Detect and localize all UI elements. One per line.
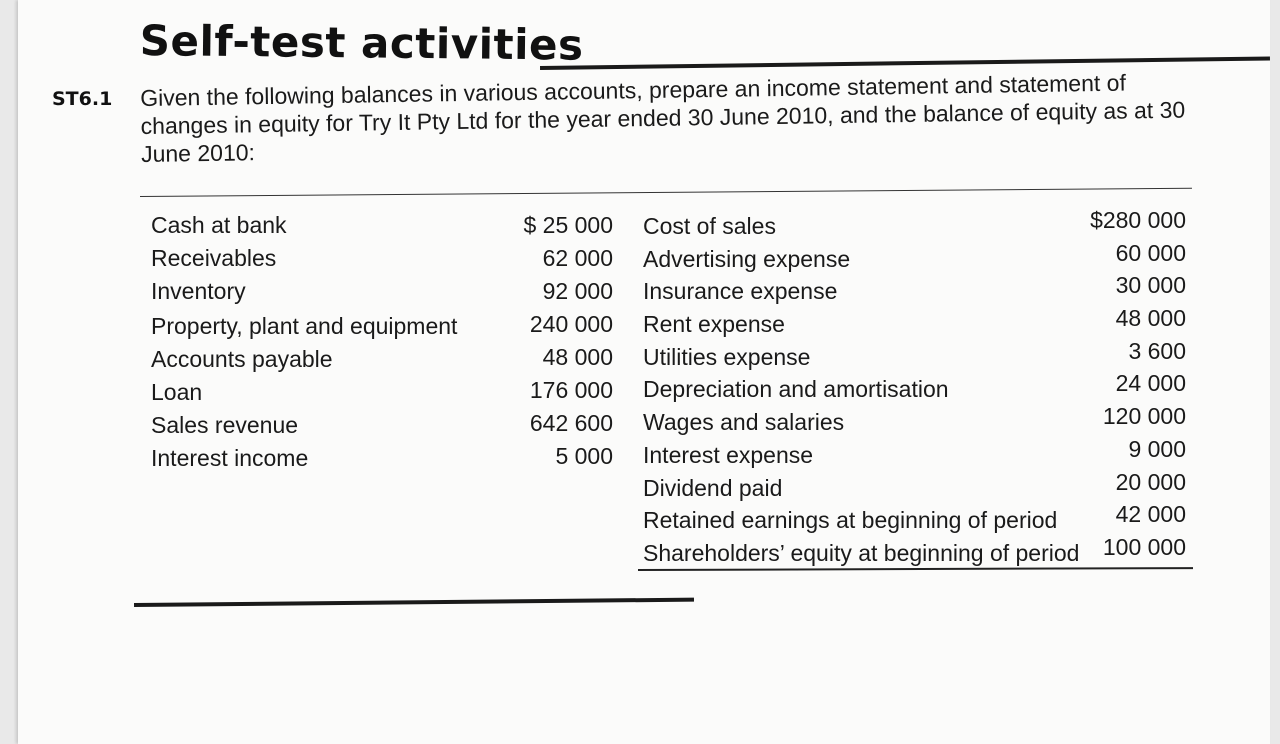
right-account-values: $280 000 60 000 30 000 48 000 3 600 24 0… [1068,204,1186,564]
account-value: 62 000 [542,245,613,271]
account-label: Loan [151,379,203,405]
account-label: Cost of sales [643,213,776,239]
account-value: 120 000 [1102,403,1186,430]
account-value: 92 000 [542,278,613,304]
account-value: 24 000 [1115,370,1186,397]
account-label: Sales revenue [151,412,299,438]
account-value: 42 000 [1115,501,1186,528]
account-label: Wages and salaries [643,409,845,436]
account-label: Retained earnings at beginning of period [643,507,1058,534]
section-end-rule [134,597,695,607]
question-label: ST6.1 [52,88,113,110]
question-text: Given the following balances in various … [140,69,1186,167]
account-value: 9 000 [1128,435,1186,462]
account-value: 20 000 [1115,468,1186,495]
section-heading: Self-test activities [139,16,584,70]
textbook-page: Self-test activities ST6.1 Given the fol… [18,0,1270,744]
account-label: Insurance expense [643,278,838,305]
account-label: Shareholders’ equity at beginning of per… [643,539,1080,566]
account-label: Dividend paid [643,474,783,501]
account-value: 100 000 [1102,533,1186,560]
table-top-rule [140,187,1192,197]
left-account-values: $ 25 000 62 000 92 000 240 000 48 000 17… [488,209,613,473]
account-label: Interest expense [643,441,814,468]
account-label: Property, plant and equipment [151,313,458,339]
account-label: Interest income [151,445,309,471]
account-value: 30 000 [1115,272,1186,299]
account-label: Utilities expense [643,343,811,370]
account-value: $ 25 000 [523,212,613,238]
account-value: 642 600 [529,410,613,436]
account-value: 5 000 [555,443,613,469]
account-value: 48 000 [1115,305,1186,332]
account-value: $280 000 [1090,207,1186,233]
account-label: Depreciation and amortisation [643,376,949,403]
account-label: Advertising expense [643,245,851,272]
account-value: 240 000 [529,311,613,337]
account-value: 176 000 [529,377,613,403]
account-label: Rent expense [643,311,785,338]
account-label: Receivables [151,245,277,271]
right-account-labels: Cost of sales Advertising expense Insura… [643,210,1079,570]
account-value: 48 000 [542,344,613,370]
account-label: Accounts payable [151,346,333,372]
account-label: Inventory [151,278,246,304]
account-value: 60 000 [1115,239,1186,266]
left-account-labels: Cash at bank Receivables Inventory Prope… [151,209,457,473]
account-value: 3 600 [1128,337,1186,364]
account-label: Cash at bank [151,212,287,238]
